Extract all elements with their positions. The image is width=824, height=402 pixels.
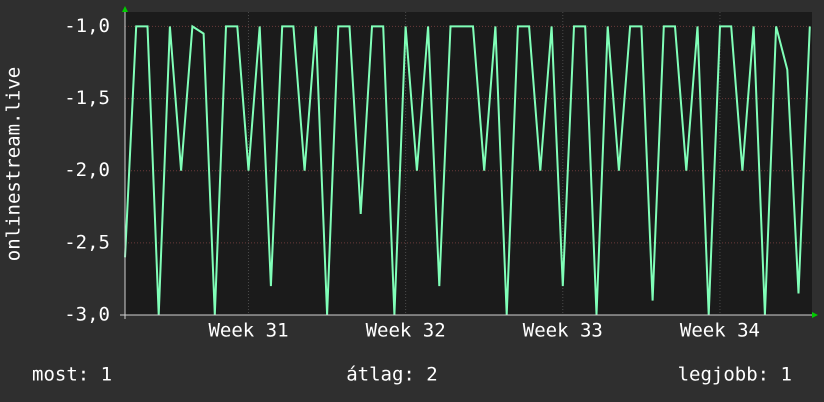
y-tick-label: -2,5 (64, 231, 110, 253)
y-tick-label: -3,0 (64, 304, 110, 326)
y-axis-label: onlinestream.live (3, 67, 25, 261)
legend-stat: most: 1 (32, 364, 112, 386)
y-tick-label: -2,0 (64, 159, 110, 181)
y-tick-label: -1,0 (64, 15, 110, 37)
x-tick-label: Week 32 (366, 320, 446, 342)
y-tick-label: -1,5 (64, 87, 110, 109)
x-tick-label: Week 31 (208, 320, 288, 342)
plot-area (125, 12, 812, 315)
x-tick-label: Week 33 (523, 320, 603, 342)
x-tick-label: Week 34 (680, 320, 760, 342)
axis-arrow (812, 312, 818, 318)
legend-stat: legjobb: 1 (678, 364, 792, 386)
legend-stat: átlag: 2 (346, 364, 438, 386)
axis-arrow (122, 6, 128, 12)
data-line (124, 24, 811, 316)
